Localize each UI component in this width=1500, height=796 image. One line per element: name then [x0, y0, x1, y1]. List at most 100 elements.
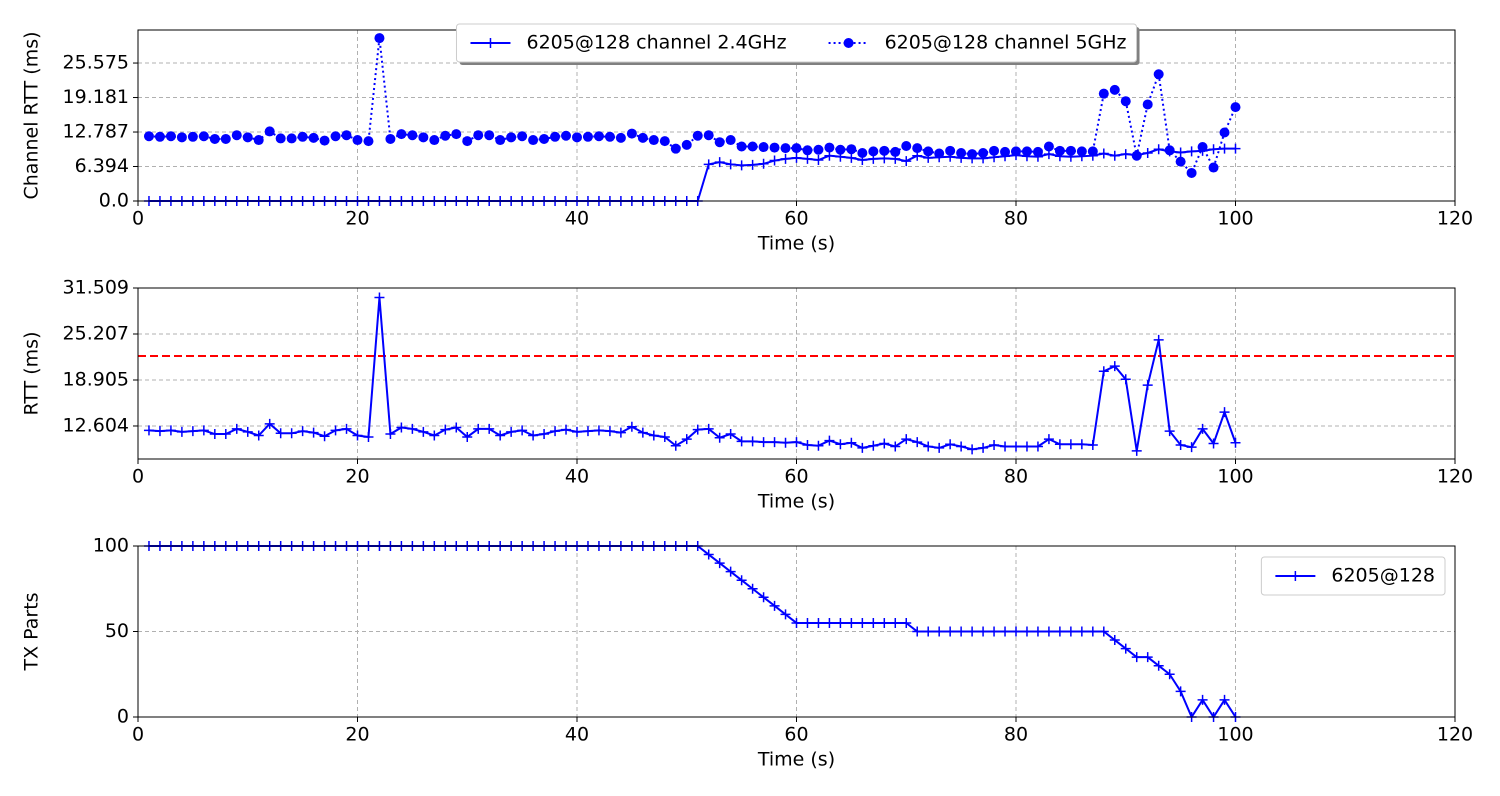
- marker: [1175, 686, 1186, 697]
- x-tick-label: 60: [784, 724, 808, 746]
- marker: [989, 439, 1000, 450]
- marker: [758, 437, 769, 448]
- marker: [802, 153, 813, 164]
- marker: [736, 141, 747, 152]
- marker: [1131, 150, 1142, 161]
- y-tick-label: 12.604: [63, 414, 129, 436]
- marker: [319, 431, 330, 442]
- marker: [868, 617, 879, 628]
- marker: [1120, 643, 1131, 654]
- marker: [1186, 146, 1197, 157]
- x-tick-label: 0: [132, 724, 144, 746]
- marker: [934, 626, 945, 637]
- marker: [945, 439, 956, 450]
- y-tick-label: 19.181: [63, 86, 129, 108]
- x-axis-label: Time (s): [757, 749, 835, 771]
- marker: [879, 145, 890, 156]
- plot: 0 20 40 60 80 100 120 12.604 18.905 25.207 31.509 T…: [21, 277, 1474, 513]
- marker: [330, 425, 341, 436]
- marker: [451, 422, 462, 433]
- marker: [843, 38, 854, 48]
- marker: [418, 426, 429, 437]
- marker: [1076, 146, 1087, 157]
- marker: [1164, 426, 1175, 437]
- marker: [484, 130, 495, 141]
- marker: [154, 131, 165, 142]
- marker: [1032, 626, 1043, 637]
- marker: [923, 441, 934, 452]
- y-tick-label: 12.787: [63, 121, 129, 143]
- marker: [1011, 626, 1021, 637]
- marker: [648, 135, 659, 146]
- marker: [582, 426, 593, 437]
- marker: [209, 429, 220, 440]
- marker: [1153, 660, 1164, 671]
- marker: [1098, 148, 1109, 159]
- marker: [813, 617, 824, 628]
- marker: [1021, 441, 1032, 452]
- marker: [473, 130, 484, 141]
- marker: [550, 426, 561, 437]
- marker: [978, 147, 989, 158]
- marker: [462, 136, 473, 147]
- x-tick-label: 40: [565, 466, 589, 488]
- marker: [1230, 437, 1241, 448]
- marker: [626, 128, 637, 139]
- marker: [1131, 652, 1142, 663]
- marker: [791, 437, 802, 448]
- marker: [242, 426, 253, 437]
- marker: [824, 617, 835, 628]
- marker: [231, 423, 242, 434]
- marker: [604, 426, 615, 437]
- marker: [857, 442, 868, 453]
- marker: [835, 144, 846, 155]
- marker: [956, 626, 967, 637]
- marker: [736, 160, 747, 171]
- marker: [440, 424, 451, 435]
- marker: [286, 133, 297, 144]
- x-tick-label: 100: [1217, 724, 1253, 746]
- marker: [1065, 626, 1076, 637]
- marker: [846, 144, 857, 155]
- y-tick-label: 0: [117, 706, 129, 728]
- marker: [1120, 149, 1131, 160]
- marker: [385, 429, 396, 440]
- marker: [835, 617, 846, 628]
- marker: [495, 135, 506, 146]
- marker: [1076, 439, 1087, 450]
- x-tick-label: 80: [1004, 724, 1028, 746]
- marker: [769, 437, 780, 448]
- marker: [637, 132, 648, 143]
- marker: [539, 133, 550, 144]
- marker: [1011, 441, 1021, 452]
- y-tick-label: 6.394: [75, 155, 129, 177]
- marker: [725, 566, 736, 577]
- marker: [187, 426, 198, 437]
- marker: [681, 434, 692, 445]
- marker: [725, 135, 736, 146]
- marker: [1175, 156, 1186, 167]
- y-axis-label: TX Parts: [21, 592, 43, 671]
- marker: [901, 434, 912, 445]
- marker: [1043, 626, 1054, 637]
- marker: [945, 626, 956, 637]
- marker: [1098, 366, 1109, 377]
- marker: [1087, 626, 1098, 637]
- marker: [418, 132, 429, 143]
- marker: [1054, 626, 1065, 637]
- marker: [758, 592, 769, 603]
- marker: [462, 431, 473, 442]
- marker: [253, 430, 264, 441]
- marker: [517, 131, 528, 142]
- marker: [275, 133, 286, 144]
- marker: [517, 425, 528, 436]
- marker: [451, 129, 462, 140]
- marker: [626, 421, 637, 432]
- y-axis-label: Channel RTT (ms): [21, 31, 43, 199]
- marker: [1120, 96, 1131, 107]
- marker: [978, 442, 989, 453]
- marker: [572, 132, 582, 143]
- marker: [593, 425, 604, 436]
- marker: [945, 145, 956, 156]
